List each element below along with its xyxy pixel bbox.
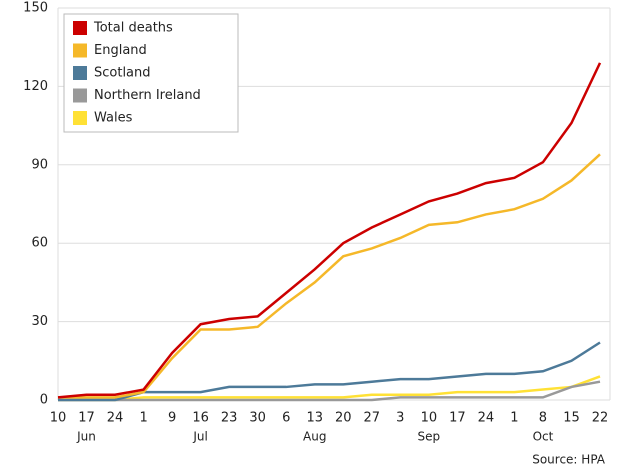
legend-swatch [73, 66, 87, 80]
y-tick-label: 60 [31, 236, 48, 251]
x-tick-label: 24 [107, 411, 124, 426]
legend-swatch [73, 21, 87, 35]
legend-label: Scotland [94, 66, 151, 81]
legend-swatch [73, 111, 87, 125]
x-tick-label: 30 [249, 411, 266, 426]
x-tick-label: 10 [50, 411, 67, 426]
x-tick-label: 10 [421, 411, 438, 426]
y-tick-label: 30 [31, 314, 48, 329]
month-label: Jun [76, 430, 96, 444]
x-tick-label: 23 [221, 411, 238, 426]
x-tick-label: 8 [539, 411, 547, 426]
x-tick-label: 6 [282, 411, 290, 426]
legend-label: England [94, 43, 147, 58]
y-tick-label: 90 [31, 157, 48, 172]
source: Source: HPA [532, 453, 606, 467]
y-tick-label: 0 [40, 393, 48, 408]
x-tick-label: 3 [396, 411, 404, 426]
x-tick-label: 20 [335, 411, 352, 426]
legend-label: Northern Ireland [94, 88, 201, 103]
x-tick-label: 24 [478, 411, 495, 426]
x-tick-label: 13 [306, 411, 323, 426]
x-tick-label: 15 [563, 411, 580, 426]
x-tick-label: 22 [592, 411, 609, 426]
x-tick-label: 1 [139, 411, 147, 426]
x-tick-label: 17 [78, 411, 95, 426]
month-label: Aug [303, 430, 326, 444]
x-tick-label: 1 [510, 411, 518, 426]
chart: Source: HPA 03060901201501017Jun241916Ju… [0, 0, 625, 470]
x-tick-label: 16 [192, 411, 209, 426]
line-series [58, 154, 600, 397]
month-label: Oct [533, 430, 554, 444]
month-label: Sep [418, 430, 441, 444]
x-tick-label: 27 [364, 411, 381, 426]
legend-swatch [73, 44, 87, 58]
x-tick-label: 9 [168, 411, 176, 426]
legend-label: Wales [94, 111, 133, 126]
legend-swatch [73, 89, 87, 103]
y-tick-label: 150 [23, 1, 48, 16]
legend-label: Total deaths [93, 21, 173, 36]
month-label: Jul [192, 430, 207, 444]
x-tick-label: 17 [449, 411, 466, 426]
y-tick-label: 120 [23, 79, 48, 94]
